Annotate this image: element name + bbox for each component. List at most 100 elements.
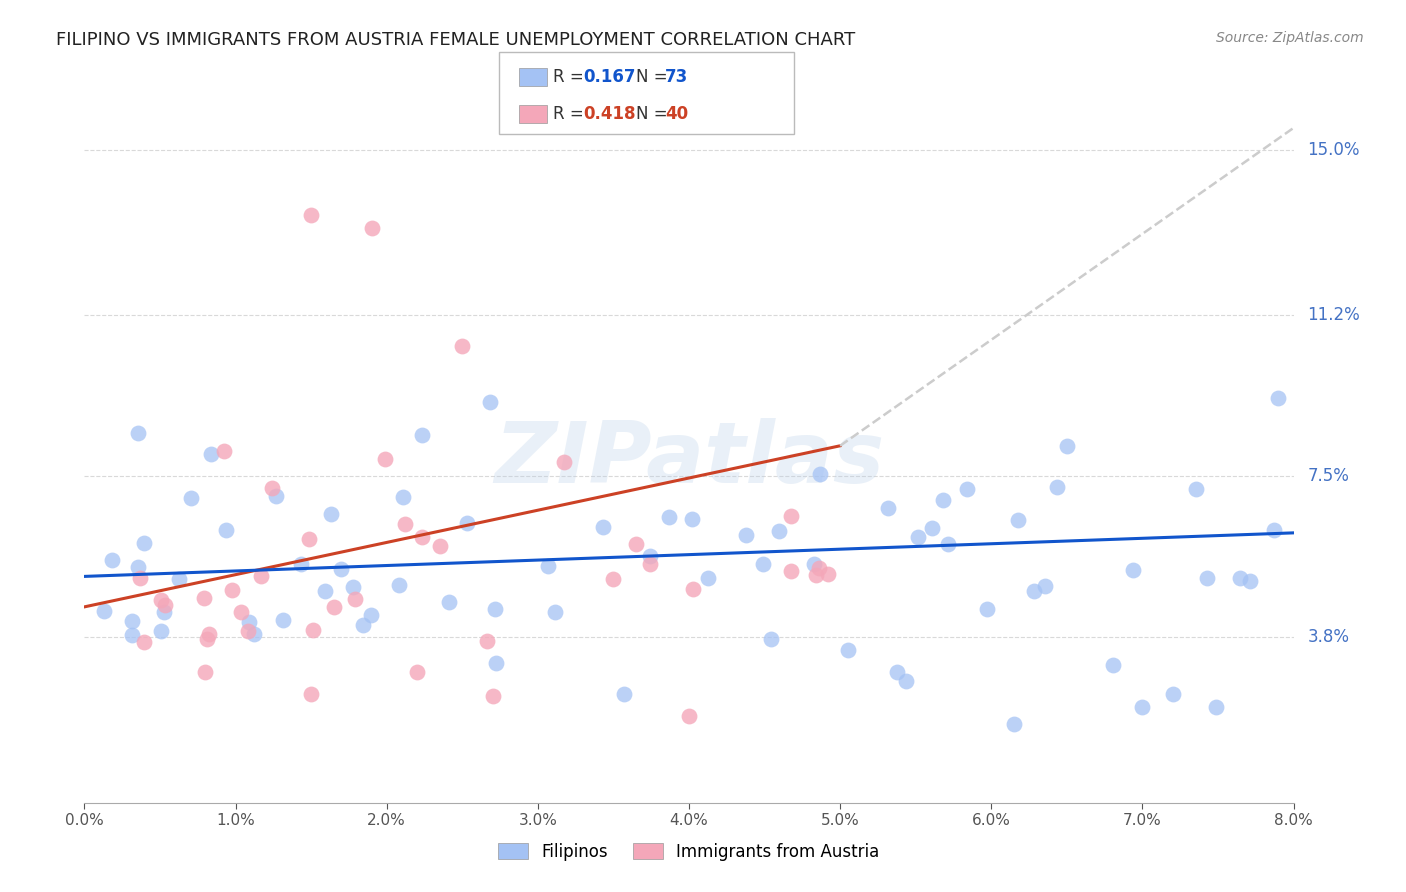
Immigrants from Austria: [153, 598, 176, 612]
Filipinos: [1161, 687, 1184, 701]
Filipinos: [485, 657, 508, 671]
Immigrants from Austria: [299, 208, 322, 222]
Immigrants from Austria: [297, 533, 319, 547]
Filipinos: [290, 557, 312, 571]
Text: 0.418: 0.418: [583, 105, 636, 123]
Filipinos: [150, 624, 173, 639]
Immigrants from Austria: [132, 635, 155, 649]
Immigrants from Austria: [212, 444, 235, 458]
Filipinos: [1263, 523, 1285, 537]
Filipinos: [696, 571, 718, 585]
Filipinos: [180, 491, 202, 506]
Filipinos: [1195, 571, 1218, 585]
Filipinos: [127, 560, 149, 574]
Filipinos: [613, 687, 636, 701]
Immigrants from Austria: [624, 537, 647, 551]
Filipinos: [411, 428, 433, 442]
Filipinos: [314, 584, 336, 599]
Filipinos: [886, 665, 908, 680]
Text: 73: 73: [665, 68, 689, 86]
Immigrants from Austria: [221, 583, 243, 598]
Immigrants from Austria: [360, 221, 382, 235]
Filipinos: [759, 632, 782, 646]
Immigrants from Austria: [229, 606, 252, 620]
Filipinos: [271, 613, 294, 627]
Filipinos: [1101, 658, 1123, 673]
Filipinos: [238, 615, 260, 629]
Immigrants from Austria: [193, 591, 215, 605]
Filipinos: [93, 604, 115, 618]
Immigrants from Austria: [236, 624, 259, 639]
Immigrants from Austria: [780, 564, 803, 578]
Text: N =: N =: [636, 105, 672, 123]
Text: 11.2%: 11.2%: [1308, 306, 1360, 324]
Filipinos: [808, 467, 831, 481]
Immigrants from Austria: [374, 452, 396, 467]
Filipinos: [329, 562, 352, 576]
Text: 0.167: 0.167: [583, 68, 636, 86]
Immigrants from Austria: [429, 539, 451, 553]
Filipinos: [1184, 483, 1206, 497]
Filipinos: [936, 537, 959, 551]
Filipinos: [1132, 700, 1154, 714]
Filipinos: [1056, 439, 1078, 453]
Legend: Filipinos, Immigrants from Austria: Filipinos, Immigrants from Austria: [492, 837, 886, 868]
Filipinos: [1046, 480, 1069, 494]
Filipinos: [638, 549, 661, 563]
Filipinos: [360, 607, 382, 622]
Immigrants from Austria: [451, 339, 474, 353]
Text: 40: 40: [665, 105, 688, 123]
Immigrants from Austria: [198, 627, 221, 641]
Filipinos: [153, 605, 176, 619]
Text: Source: ZipAtlas.com: Source: ZipAtlas.com: [1216, 31, 1364, 45]
Immigrants from Austria: [638, 557, 661, 571]
Filipinos: [352, 617, 374, 632]
Filipinos: [100, 553, 122, 567]
Text: R =: R =: [553, 105, 589, 123]
Text: 15.0%: 15.0%: [1308, 141, 1360, 159]
Immigrants from Austria: [807, 560, 830, 574]
Filipinos: [1002, 717, 1025, 731]
Filipinos: [215, 523, 238, 537]
Filipinos: [479, 395, 502, 409]
Filipinos: [735, 528, 758, 542]
Filipinos: [837, 643, 859, 657]
Filipinos: [803, 558, 825, 572]
Filipinos: [896, 673, 918, 688]
Immigrants from Austria: [260, 481, 283, 495]
Immigrants from Austria: [250, 569, 273, 583]
Filipinos: [456, 516, 478, 531]
Filipinos: [392, 490, 415, 504]
Filipinos: [658, 509, 681, 524]
Filipinos: [931, 492, 953, 507]
Filipinos: [921, 521, 943, 535]
Immigrants from Austria: [411, 530, 433, 544]
Filipinos: [681, 512, 703, 526]
Immigrants from Austria: [194, 665, 217, 680]
Immigrants from Austria: [197, 632, 219, 646]
Immigrants from Austria: [682, 582, 704, 597]
Immigrants from Austria: [553, 455, 575, 469]
Filipinos: [1239, 574, 1261, 588]
Filipinos: [243, 627, 266, 641]
Filipinos: [1229, 571, 1251, 585]
Filipinos: [200, 448, 222, 462]
Text: R =: R =: [553, 68, 589, 86]
Immigrants from Austria: [394, 517, 416, 532]
Filipinos: [877, 500, 900, 515]
Immigrants from Austria: [779, 508, 801, 523]
Filipinos: [121, 628, 143, 642]
Filipinos: [544, 606, 567, 620]
Immigrants from Austria: [806, 568, 828, 582]
Immigrants from Austria: [475, 634, 498, 648]
Immigrants from Austria: [406, 665, 429, 680]
Immigrants from Austria: [299, 687, 322, 701]
Filipinos: [121, 614, 143, 628]
Filipinos: [752, 558, 775, 572]
Filipinos: [956, 482, 979, 496]
Text: FILIPINO VS IMMIGRANTS FROM AUSTRIA FEMALE UNEMPLOYMENT CORRELATION CHART: FILIPINO VS IMMIGRANTS FROM AUSTRIA FEMA…: [56, 31, 855, 49]
Filipinos: [264, 489, 287, 503]
Filipinos: [1033, 579, 1056, 593]
Immigrants from Austria: [817, 566, 839, 581]
Immigrants from Austria: [302, 623, 325, 637]
